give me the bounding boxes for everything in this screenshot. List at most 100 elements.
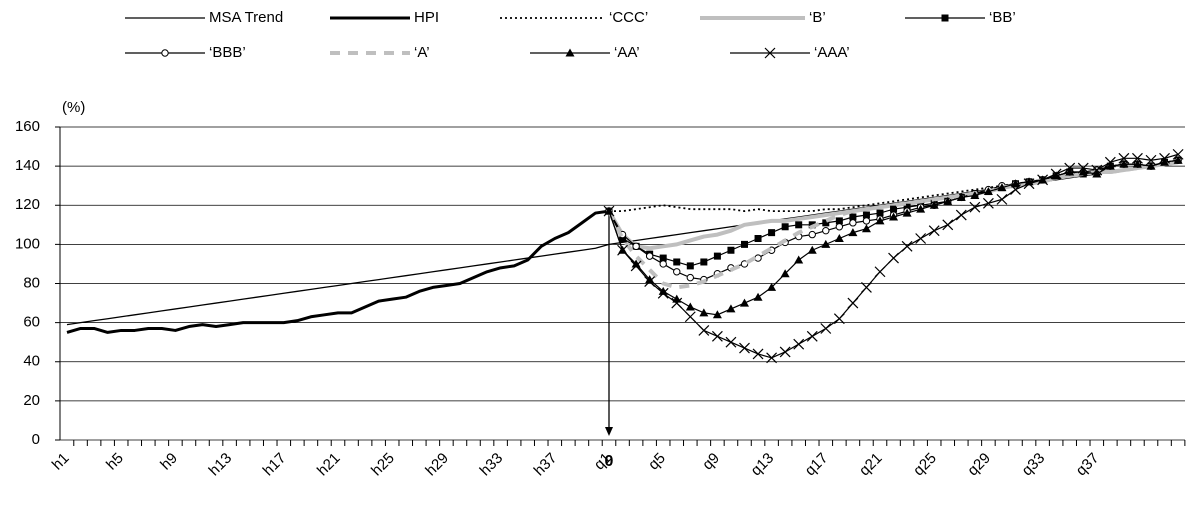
- legend-item: MSA Trend: [125, 9, 283, 26]
- marker: [685, 302, 695, 311]
- series-line: [608, 153, 1179, 359]
- marker: [835, 217, 843, 225]
- marker: [1132, 159, 1142, 168]
- x-tick-label: q25: [910, 450, 940, 480]
- legend-marker: [941, 14, 949, 22]
- marker: [821, 239, 831, 248]
- x-tick-label: h1: [49, 450, 73, 474]
- x-tick-label: q33: [1019, 450, 1049, 480]
- legend-label: HPI: [414, 9, 439, 26]
- marker: [739, 342, 750, 354]
- marker: [754, 235, 762, 243]
- marker: [833, 313, 845, 325]
- series-line: [609, 161, 1179, 213]
- x-tick-label: q9: [699, 450, 723, 474]
- marker: [835, 223, 844, 231]
- marker: [754, 254, 762, 262]
- marker: [631, 259, 641, 268]
- marker: [1132, 152, 1143, 164]
- marker: [766, 352, 778, 364]
- marker: [1050, 168, 1062, 180]
- y-tick-label: 60: [23, 314, 40, 331]
- marker: [1146, 161, 1156, 170]
- marker: [1010, 184, 1021, 196]
- marker: [820, 323, 832, 334]
- marker: [969, 201, 981, 213]
- series-line: [66, 209, 610, 334]
- legend-label: MSA Trend: [209, 9, 283, 26]
- legend-marker: [764, 47, 776, 59]
- marker: [808, 230, 816, 239]
- x-tick-label: h37: [531, 450, 561, 480]
- marker: [875, 216, 885, 225]
- marker: [767, 282, 777, 291]
- marker: [699, 308, 709, 317]
- marker: [645, 275, 655, 284]
- marker: [658, 286, 668, 295]
- legend-item: ‘AA’: [530, 44, 640, 61]
- marker: [1105, 161, 1115, 170]
- series-line: [607, 160, 1179, 290]
- marker: [686, 273, 694, 282]
- marker: [901, 240, 913, 252]
- marker: [847, 297, 859, 309]
- marker: [644, 276, 656, 287]
- marker: [1172, 148, 1184, 160]
- marker: [942, 219, 954, 231]
- marker: [928, 225, 940, 237]
- marker: [632, 242, 640, 251]
- marker: [713, 252, 721, 260]
- marker: [659, 254, 667, 262]
- x-tick-label: h21: [314, 450, 344, 480]
- marker: [1078, 167, 1088, 176]
- marker: [807, 245, 817, 254]
- y-tick-label: 20: [23, 392, 40, 409]
- marker: [1173, 155, 1183, 164]
- marker: [659, 260, 667, 268]
- marker: [970, 190, 980, 199]
- x-tick-label: h13: [206, 450, 236, 480]
- marker: [1051, 171, 1061, 180]
- marker: [822, 219, 830, 227]
- marker: [1077, 162, 1089, 174]
- x-tick-label: q13: [748, 450, 778, 480]
- marker: [753, 292, 763, 301]
- marker: [982, 197, 994, 209]
- marker: [698, 325, 710, 336]
- x-tick-label: q29: [964, 450, 994, 480]
- marker: [849, 213, 857, 221]
- marker: [916, 204, 926, 213]
- marker: [903, 203, 911, 211]
- legend-label: ‘BBB’: [209, 44, 246, 61]
- marker: [752, 348, 764, 360]
- marker: [1011, 179, 1020, 188]
- legend-marker: [161, 49, 169, 57]
- marker: [684, 311, 696, 323]
- marker: [1119, 159, 1129, 168]
- legend-item: ‘CCC’: [500, 9, 648, 26]
- marker: [794, 255, 804, 264]
- marker: [849, 219, 857, 227]
- marker: [861, 224, 871, 233]
- marker: [619, 235, 627, 243]
- legend-label: ‘BB’: [989, 9, 1016, 26]
- marker: [943, 196, 953, 205]
- y-axis-label: (%): [62, 99, 85, 116]
- y-tick-label: 0: [32, 431, 40, 448]
- marker: [617, 244, 628, 256]
- marker: [902, 208, 912, 217]
- legend-item: ‘BB’: [905, 9, 1016, 26]
- marker: [686, 262, 694, 270]
- marker: [806, 330, 818, 342]
- marker: [781, 223, 789, 231]
- marker: [1065, 167, 1075, 176]
- x-tick-label: q21: [856, 450, 886, 480]
- marker: [726, 304, 736, 313]
- marker: [768, 229, 776, 237]
- legend-item: ‘A’: [330, 44, 430, 61]
- marker: [1092, 169, 1102, 178]
- marker: [1160, 157, 1170, 166]
- y-tick-label: 160: [15, 118, 40, 135]
- marker: [983, 187, 993, 196]
- marker: [657, 287, 669, 299]
